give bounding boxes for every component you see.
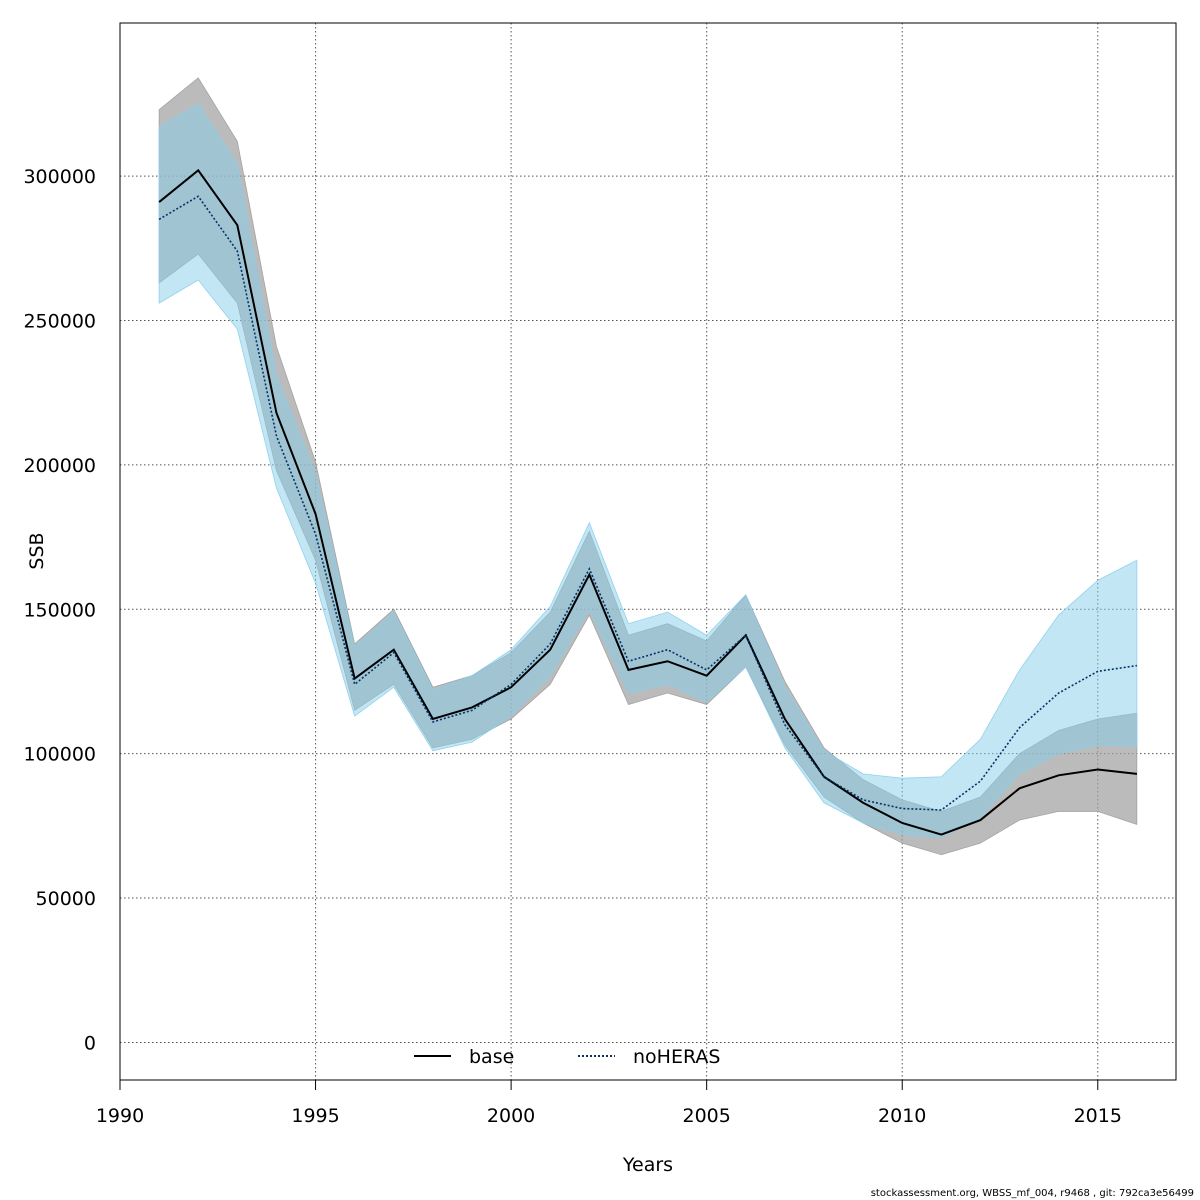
- y-tick-label-0: 0: [84, 1032, 96, 1054]
- y-tick-label-150000: 150000: [23, 599, 96, 621]
- confidence-bands: [158, 77, 1138, 856]
- y-tick-label-100000: 100000: [23, 744, 96, 766]
- y-axis: 0 50000 100000 150000 200000 250000 300000: [23, 166, 96, 1054]
- x-tick-label-1995: 1995: [291, 1105, 339, 1127]
- y-tick-label-300000: 300000: [23, 166, 96, 188]
- y-tick-label-50000: 50000: [36, 888, 96, 910]
- plot-frame: [119, 22, 1177, 1081]
- footer-credit: stockassessment.org, WBSS_mf_004, r9468 …: [870, 1188, 1194, 1199]
- legend-label-base: base: [469, 1046, 514, 1068]
- y-tick-label-250000: 250000: [23, 310, 96, 332]
- y-tick-label-200000: 200000: [23, 455, 96, 477]
- grid-lines: [120, 23, 1176, 1080]
- x-tick-label-2000: 2000: [487, 1105, 535, 1127]
- x-axis: 1990 1995 2000 2005 2010 2015: [96, 1079, 1122, 1127]
- x-tick-label-2015: 2015: [1074, 1105, 1122, 1127]
- y-axis-title: SSB: [26, 532, 48, 569]
- series-line-base: [158, 168, 1137, 836]
- legend-label-noHERAS: noHERAS: [633, 1046, 720, 1068]
- x-axis-title: Years: [622, 1154, 673, 1176]
- series-lines: [158, 168, 1138, 836]
- x-tick-label-2005: 2005: [682, 1105, 730, 1127]
- x-tick-label-1990: 1990: [96, 1105, 144, 1127]
- legend: base noHERAS: [414, 1046, 720, 1068]
- confidence-band-noHERAS: [158, 103, 1138, 838]
- x-tick-label-2010: 2010: [878, 1105, 926, 1127]
- series-line-noHERAS: [158, 195, 1138, 811]
